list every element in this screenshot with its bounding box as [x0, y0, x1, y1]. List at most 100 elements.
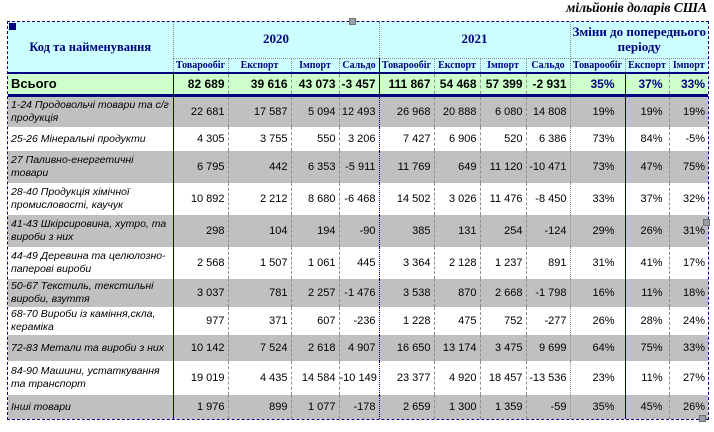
category-row-4-change-import: 32%	[669, 183, 709, 215]
category-row-10-export-2020: 4 435	[228, 361, 292, 395]
category-row-7-export-2021: 870	[434, 279, 481, 307]
category-row-7-change-export: 11%	[625, 279, 670, 307]
category-row-3-change-turnover: 73%	[570, 151, 626, 183]
total-row-turnover-2020: 82 689	[173, 73, 229, 97]
category-row-2-change-export: 84%	[625, 127, 670, 151]
category-row-11-turnover-2020: 1 976	[173, 395, 229, 419]
col-header-balance-2021: Сальдо	[526, 58, 571, 74]
category-row-11-saldo-2020: -178	[339, 395, 380, 419]
category-row-5-saldo-2021: -124	[526, 215, 571, 247]
category-row-3-import-2020: 6 353	[291, 151, 340, 183]
category-row-6-import-2021: 1 237	[480, 247, 527, 279]
category-row-7-change-turnover: 16%	[570, 279, 626, 307]
category-row-10-export-2021: 4 920	[434, 361, 481, 395]
category-row-7: 50-67 Текстиль, текстильні вироби, взутт…	[8, 279, 709, 307]
category-row-5-export-2021: 131	[434, 215, 481, 247]
category-row-6-saldo-2021: 891	[526, 247, 571, 279]
category-row-10-change-import: 27%	[669, 361, 709, 395]
category-row-4-saldo-2021: -8 450	[526, 183, 571, 215]
category-row-5-change-export: 26%	[625, 215, 670, 247]
category-row-7-import-2021: 2 668	[480, 279, 527, 307]
category-row-2-turnover-2020: 4 305	[173, 127, 229, 151]
col-header-turnover-2021: Товарообіг	[379, 58, 435, 74]
category-row-2-saldo-2020: 3 206	[339, 127, 380, 151]
category-row-11-export-2021: 1 300	[434, 395, 481, 419]
category-row-3-change-import: 75%	[669, 151, 709, 183]
category-row-10-turnover-2021: 23 377	[379, 361, 435, 395]
total-row-label: Всього	[8, 73, 174, 97]
category-row-8-saldo-2020: -236	[339, 307, 380, 335]
total-row-change-import: 33%	[669, 73, 709, 97]
category-row-3-import-2021: 11 120	[480, 151, 527, 183]
category-row-10: 84-90 Машини, устаткування та транспорт 1…	[8, 361, 709, 395]
category-row-10-change-turnover: 23%	[570, 361, 626, 395]
category-row-5-turnover-2021: 385	[379, 215, 435, 247]
category-row-1-change-import: 19%	[669, 95, 709, 127]
category-row-6-export-2021: 2 128	[434, 247, 481, 279]
category-row-8-turnover-2021: 1 228	[379, 307, 435, 335]
category-row-9-saldo-2020: 4 907	[339, 335, 380, 361]
category-row-3-turnover-2020: 6 795	[173, 151, 229, 183]
category-row-5-import-2021: 254	[480, 215, 527, 247]
col-header-change-import: Імпорт	[669, 58, 709, 74]
category-row-3-saldo-2020: -5 911	[339, 151, 380, 183]
category-row-8-import-2021: 752	[480, 307, 527, 335]
category-row-11-change-export: 45%	[625, 395, 670, 419]
category-row-6: 44-49 Деревина та целюлозно-паперові вир…	[8, 247, 709, 279]
category-row-2-label: 25-26 Мінеральні продукти	[8, 127, 174, 151]
selection-handle-top-center[interactable]	[349, 18, 356, 25]
category-row-5-saldo-2020: -90	[339, 215, 380, 247]
selection-handle-top-left[interactable]	[9, 23, 16, 30]
category-row-1-label: 1-24 Продовольчі товари та с/г продукція	[8, 95, 174, 127]
category-row-1-turnover-2021: 26 968	[379, 95, 435, 127]
category-row-1-saldo-2021: 14 808	[526, 95, 571, 127]
category-row-7-import-2020: 2 257	[291, 279, 340, 307]
category-row-10-import-2020: 14 584	[291, 361, 340, 395]
category-row-1-import-2020: 5 094	[291, 95, 340, 127]
category-row-10-saldo-2021: -13 536	[526, 361, 571, 395]
category-row-4-import-2021: 11 476	[480, 183, 527, 215]
selection-handle-right-middle[interactable]	[703, 219, 710, 226]
total-row-saldo-2020: -3 457	[339, 73, 380, 97]
category-row-9-change-import: 33%	[669, 335, 709, 361]
category-row-8-change-import: 24%	[669, 307, 709, 335]
total-row-change-turnover: 35%	[570, 73, 626, 97]
category-row-6-turnover-2021: 3 364	[379, 247, 435, 279]
category-row-4-change-turnover: 33%	[570, 183, 626, 215]
category-row-8-export-2021: 475	[434, 307, 481, 335]
category-row-6-label: 44-49 Деревина та целюлозно-паперові вир…	[8, 247, 174, 279]
category-row-11-change-turnover: 35%	[570, 395, 626, 419]
category-row-7-turnover-2021: 3 538	[379, 279, 435, 307]
col-header-balance-2020: Сальдо	[339, 58, 380, 74]
total-row-import-2020: 43 073	[291, 73, 340, 97]
category-row-11-export-2020: 899	[228, 395, 292, 419]
category-row-9-turnover-2021: 16 650	[379, 335, 435, 361]
category-row-2-saldo-2021: 6 386	[526, 127, 571, 151]
selection-handle-bottom-right[interactable]	[699, 415, 706, 422]
category-row-4-export-2021: 3 026	[434, 183, 481, 215]
category-row-9-import-2020: 2 618	[291, 335, 340, 361]
category-row-10-label: 84-90 Машини, устаткування та транспорт	[8, 361, 174, 395]
category-row-1-change-export: 19%	[625, 95, 670, 127]
category-row-5-export-2020: 104	[228, 215, 292, 247]
col-header-turnover-2020: Товарообіг	[173, 58, 229, 74]
col-header-change-export: Експорт	[625, 58, 670, 74]
category-row-9-label: 72-83 Метали та вироби з них	[8, 335, 174, 361]
category-row-9-saldo-2021: 9 699	[526, 335, 571, 361]
category-row-9-export-2020: 7 524	[228, 335, 292, 361]
category-row-4-saldo-2020: -6 468	[339, 183, 380, 215]
category-row-2-import-2021: 520	[480, 127, 527, 151]
category-row-5-label: 41-43 Шкірсировина, хутро, та вироби з н…	[8, 215, 174, 247]
category-row-9-import-2021: 3 475	[480, 335, 527, 361]
category-row-1-turnover-2020: 22 681	[173, 95, 229, 127]
category-row-9-change-export: 75%	[625, 335, 670, 361]
table-body: Всього 82 689 39 616 43 073 -3 457 111 867 54 …	[8, 73, 709, 419]
category-row-11-import-2021: 1 359	[480, 395, 527, 419]
category-row-3-export-2020: 442	[228, 151, 292, 183]
category-row-5: 41-43 Шкірсировина, хутро, та вироби з н…	[8, 215, 709, 247]
category-row-8-saldo-2021: -277	[526, 307, 571, 335]
category-row-2-change-import: -5%	[669, 127, 709, 151]
category-row-9: 72-83 Метали та вироби з них 10 142 7 524 2…	[8, 335, 709, 361]
category-row-2-import-2020: 550	[291, 127, 340, 151]
total-row-import-2021: 57 399	[480, 73, 527, 97]
